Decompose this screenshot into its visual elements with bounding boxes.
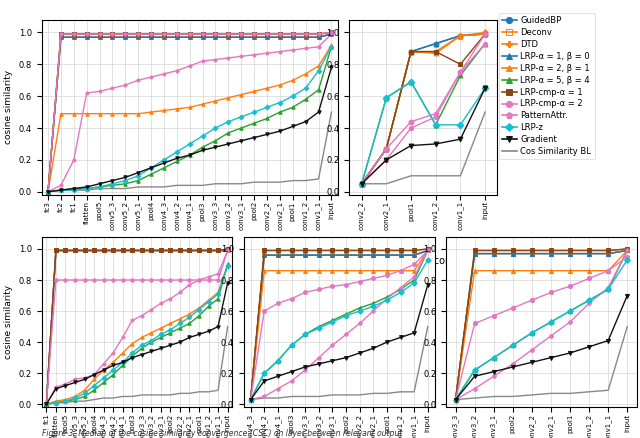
X-axis label: (a) VGG-16: fc3: (a) VGG-16: fc3 bbox=[152, 255, 227, 265]
Y-axis label: cosine similarity: cosine similarity bbox=[4, 285, 13, 359]
X-axis label: (b) VGG-16: conv2_2: (b) VGG-16: conv2_2 bbox=[372, 255, 474, 266]
Legend: GuidedBP, Deconv, DTD, LRP-α = 1, β = 0, LRP-α = 2, β = 1, LRP-α = 5, β = 4, LRP: GuidedBP, Deconv, DTD, LRP-α = 1, β = 0,… bbox=[499, 13, 595, 159]
Y-axis label: cosine similarity: cosine similarity bbox=[4, 70, 13, 145]
Text: Figure 3: Median of the cosine similarity convergence (CSC) on layer between rel: Figure 3: Median of the cosine similarit… bbox=[42, 429, 402, 438]
